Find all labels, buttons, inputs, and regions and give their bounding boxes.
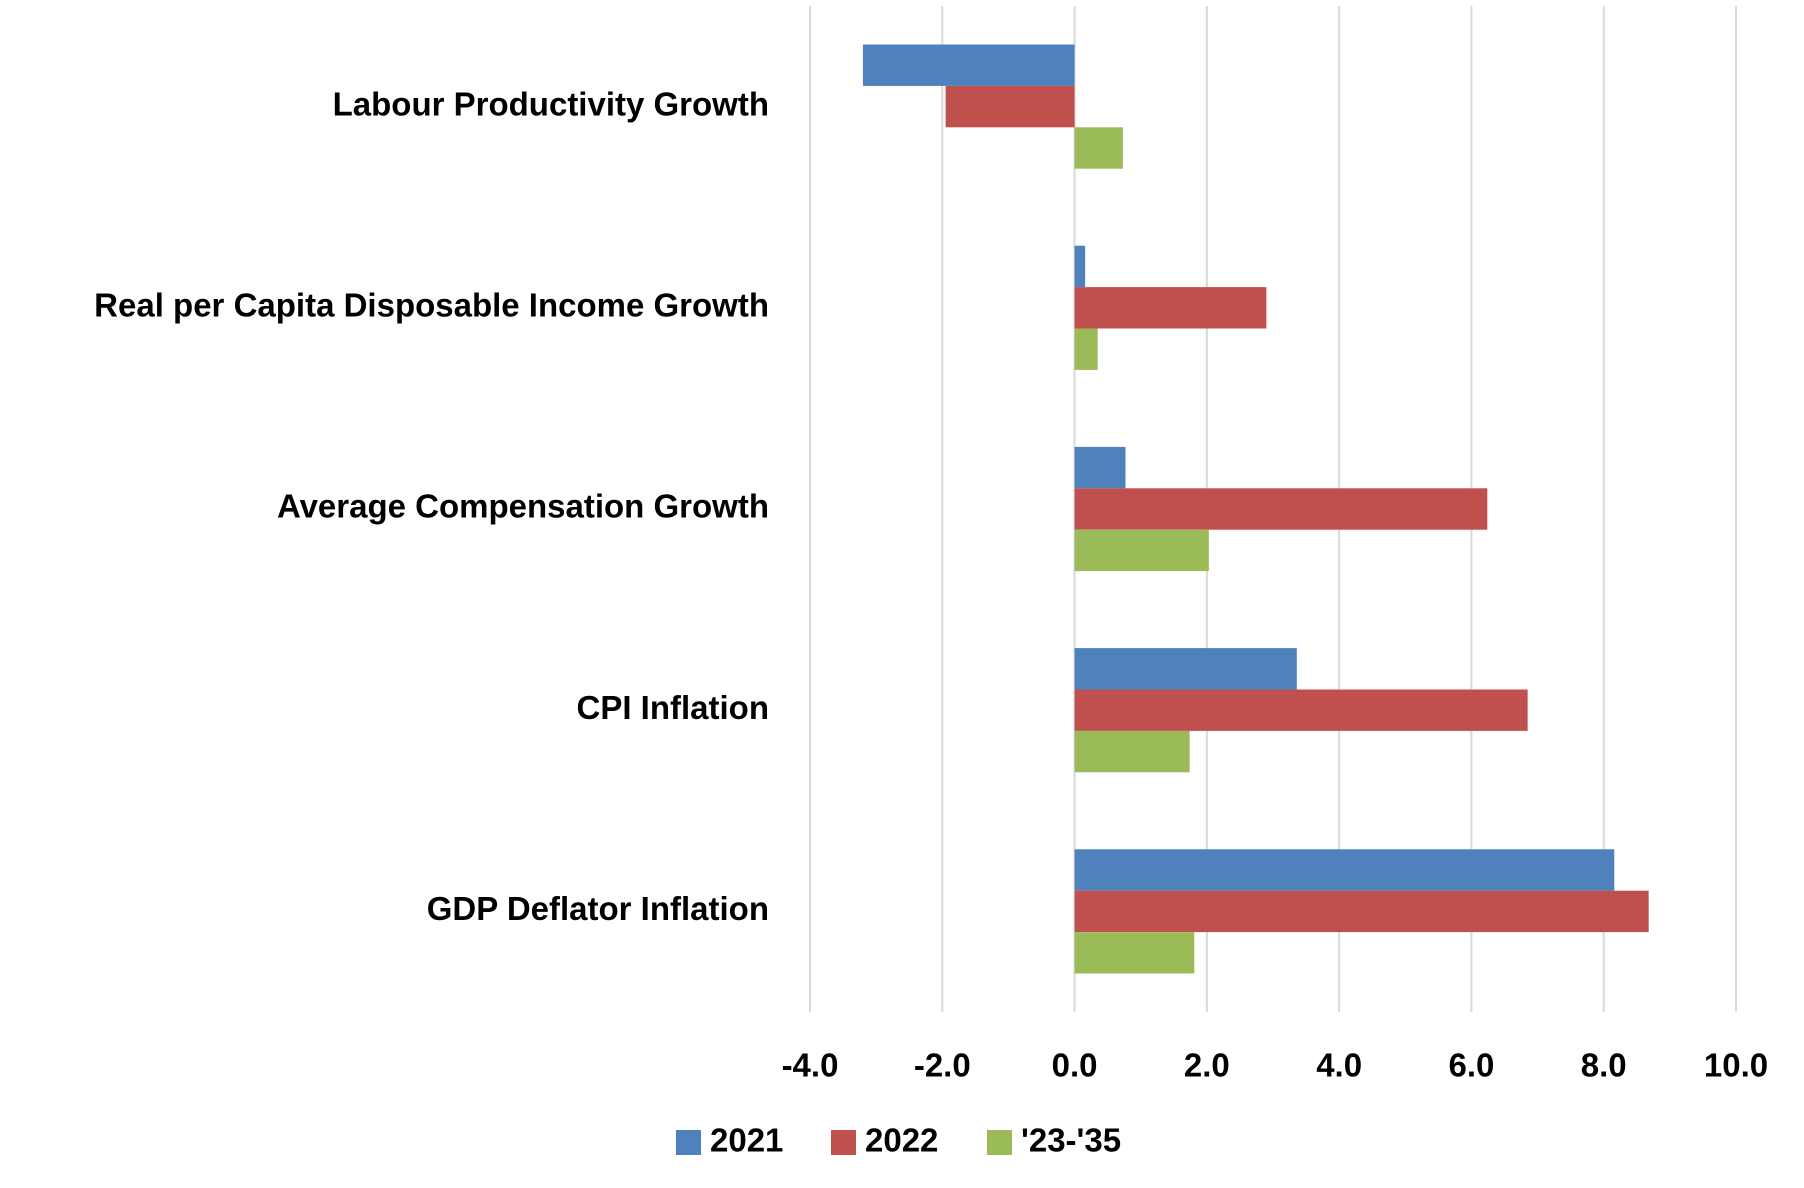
bar	[1074, 328, 1098, 370]
bar	[1074, 648, 1297, 690]
x-tick-label: 6.0	[1448, 1047, 1494, 1084]
x-tick-label: 10.0	[1704, 1047, 1768, 1084]
category-label: Average Compensation Growth	[277, 488, 769, 525]
x-tick-label: 2.0	[1184, 1047, 1230, 1084]
bar	[1074, 488, 1488, 530]
bar	[1074, 849, 1615, 891]
bar	[1074, 529, 1209, 572]
x-tick-label: 0.0	[1052, 1047, 1098, 1084]
category-label: GDP Deflator Inflation	[427, 890, 769, 927]
bar	[1074, 245, 1086, 288]
bar	[945, 85, 1075, 128]
bar	[862, 44, 1075, 86]
legend-label: 2021	[710, 1122, 783, 1159]
category-label: Real per Capita Disposable Income Growth	[94, 287, 769, 324]
legend-label: '23-'35	[1021, 1122, 1121, 1159]
category-label: CPI Inflation	[577, 689, 770, 726]
category-label: Labour Productivity Growth	[333, 85, 769, 122]
bar	[1074, 127, 1123, 169]
legend-label: 2022	[865, 1122, 938, 1159]
x-tick-label: -4.0	[782, 1047, 839, 1084]
bar	[1074, 287, 1267, 329]
x-tick-label: 4.0	[1316, 1047, 1362, 1084]
bar	[1074, 890, 1649, 933]
legend-swatch	[987, 1130, 1012, 1155]
x-tick-label: 8.0	[1581, 1047, 1627, 1084]
bar	[1074, 446, 1126, 489]
bar	[1074, 932, 1195, 974]
bar	[1074, 730, 1190, 773]
legend-swatch	[676, 1130, 701, 1155]
x-tick-label: -2.0	[914, 1047, 971, 1084]
bar	[1074, 689, 1528, 731]
legend-swatch	[831, 1130, 856, 1155]
